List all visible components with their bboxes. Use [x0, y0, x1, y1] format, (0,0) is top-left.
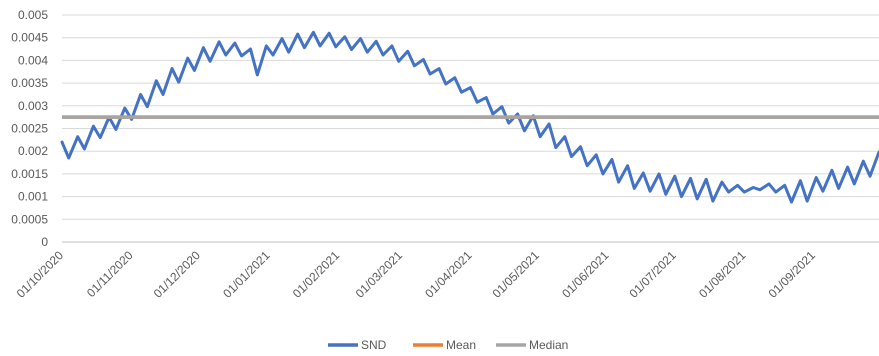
- x-tick-label: 01/01/2021: [220, 248, 273, 301]
- x-axis: 01/10/2020 01/11/2020 01/12/2020 01/01/2021…: [14, 248, 819, 301]
- x-tick-label: 01/10/2020: [14, 248, 67, 301]
- y-tick-label: 0: [41, 235, 48, 249]
- y-tick-label: 0.002: [18, 144, 48, 158]
- y-tick-label: 0.004: [18, 53, 48, 67]
- y-tick-label: 0.0005: [11, 212, 48, 226]
- legend-item-median: Median: [496, 338, 568, 352]
- y-tick-label: 0.001: [18, 190, 48, 204]
- x-tick-label: 01/03/2021: [353, 248, 406, 301]
- y-tick-label: 0.005: [18, 8, 48, 22]
- y-axis: 0 0.0005 0.001 0.0015 0.002 0.0025 0.003 0.0035…: [11, 8, 48, 249]
- gridlines: [62, 14, 879, 243]
- x-tick-label: 01/05/2021: [490, 248, 543, 301]
- y-tick-label: 0.0025: [11, 122, 48, 136]
- x-tick-label: 01/11/2020: [84, 248, 136, 300]
- legend-label: Median: [529, 338, 568, 352]
- x-tick-label: 01/02/2021: [290, 248, 343, 301]
- legend-label: Mean: [446, 338, 476, 352]
- legend-item-mean: Mean: [413, 338, 476, 352]
- legend-item-snd: SND: [328, 338, 387, 352]
- x-tick-label: 01/09/2021: [766, 248, 819, 301]
- y-tick-label: 0.003: [18, 99, 48, 113]
- x-tick-label: 01/07/2021: [627, 248, 680, 301]
- legend: SND Mean Median: [328, 338, 568, 352]
- x-tick-label: 01/04/2021: [422, 248, 475, 301]
- x-tick-label: 01/12/2020: [151, 248, 204, 301]
- y-tick-label: 0.0045: [11, 31, 48, 45]
- x-tick-label: 01/08/2021: [696, 248, 749, 301]
- plot-series: [60, 30, 879, 204]
- x-tick-label: 01/06/2021: [559, 248, 612, 301]
- snd-line: [60, 30, 879, 204]
- y-tick-label: 0.0015: [11, 167, 48, 181]
- y-tick-label: 0.0035: [11, 76, 48, 90]
- legend-label: SND: [361, 338, 387, 352]
